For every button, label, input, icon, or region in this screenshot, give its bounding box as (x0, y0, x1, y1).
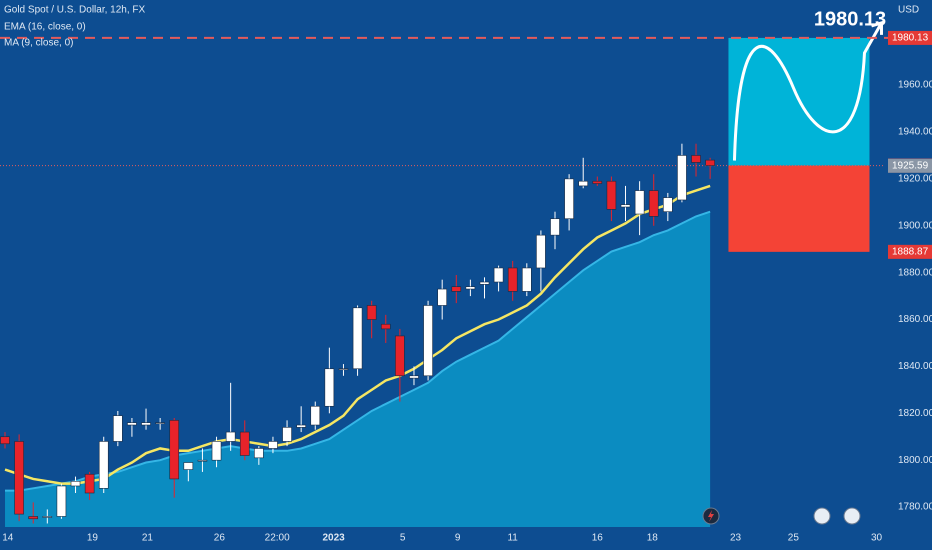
candle-body (536, 234, 546, 269)
price-tag: 1980.13 (892, 33, 929, 44)
stop-zone (728, 165, 870, 252)
y-tick-label: 1880.00 (898, 267, 932, 278)
candle-body (648, 190, 659, 217)
candle-body (437, 288, 447, 306)
indicator-label: EMA (16, close, 0) (4, 22, 86, 33)
candle-body (479, 281, 490, 285)
price-tag: 1925.59 (892, 160, 929, 171)
candle-body (84, 473, 95, 494)
candle-body (663, 197, 673, 212)
candle-body (211, 441, 222, 461)
candle-body (564, 178, 574, 220)
candle-body (56, 485, 67, 517)
candle-body (14, 441, 24, 515)
x-tick-label: 11 (507, 533, 518, 544)
candle-body (0, 436, 10, 445)
candle-body (380, 323, 391, 330)
candle-body (127, 422, 137, 426)
y-tick-label: 1940.00 (898, 127, 932, 138)
candle-body (451, 286, 462, 292)
candle-body (169, 420, 180, 480)
candle-body (98, 441, 109, 489)
candle-body (366, 305, 377, 320)
x-tick-label: 5 (400, 533, 406, 544)
y-tick-label: 1960.00 (898, 80, 932, 91)
candle-body (606, 180, 617, 210)
event-icon[interactable] (843, 507, 861, 525)
candle-body (705, 159, 715, 166)
x-tick-label: 18 (647, 533, 659, 544)
candle-body (352, 307, 363, 370)
y-tick-label: 1900.00 (898, 220, 932, 231)
candle-body (282, 427, 292, 442)
candle-body (691, 155, 701, 163)
price-tag-bg (888, 244, 932, 259)
candle-body (620, 204, 631, 208)
candle-body (592, 180, 603, 184)
candle-body (521, 267, 532, 292)
y-tick-label: 1860.00 (898, 314, 932, 325)
y-tick-label: 1780.00 (898, 502, 932, 513)
target-annotation: 1980.13 (814, 8, 886, 30)
candle-body (197, 459, 208, 462)
y-tick-label: 1800.00 (898, 455, 932, 466)
indicator-label: MA (9, close, 0) (4, 38, 73, 49)
y-tick-label: 1920.00 (898, 174, 932, 185)
x-tick-label: 21 (142, 533, 154, 544)
x-tick-label: 26 (214, 533, 226, 544)
candle-body (296, 424, 306, 428)
x-tick-label: 14 (2, 533, 14, 544)
x-tick-label: 19 (87, 533, 99, 544)
candle-body (324, 368, 335, 407)
chart-title: Gold Spot / U.S. Dollar, 12h, FX (4, 5, 146, 16)
candle-body (42, 516, 53, 518)
x-tick-label: 2023 (322, 533, 345, 544)
ma-line (5, 210, 711, 492)
candle-body (225, 431, 236, 442)
candle-body (677, 155, 687, 201)
candle-body (338, 368, 349, 371)
currency-label: USD (898, 5, 919, 16)
price-tag-bg (888, 158, 932, 173)
candle-body (70, 480, 81, 487)
y-tick-label: 1840.00 (898, 361, 932, 372)
y-tick-label: 1820.00 (898, 408, 932, 419)
price-tag: 1888.87 (892, 246, 929, 257)
candle-body (395, 335, 405, 377)
candle-body (183, 462, 194, 470)
candle-body (239, 431, 250, 456)
x-tick-label: 30 (871, 533, 883, 544)
candle-body (113, 415, 123, 442)
candle-body (507, 267, 518, 292)
candle-body (310, 405, 321, 426)
candle-body (550, 218, 560, 236)
candle-body (493, 267, 504, 283)
candle-body (423, 305, 433, 377)
ma-area (5, 211, 711, 527)
event-icon-bolt (708, 510, 714, 522)
price-tag-bg (888, 30, 932, 45)
candle-body (254, 448, 264, 459)
candle-body (141, 422, 151, 426)
candle-body (578, 180, 589, 187)
event-icon[interactable] (813, 507, 831, 525)
x-tick-label: 22:00 (265, 533, 290, 544)
forecast-curve (732, 22, 883, 161)
x-tick-label: 23 (730, 533, 742, 544)
candle-body (28, 516, 39, 520)
x-tick-label: 25 (788, 533, 800, 544)
candle-body (268, 441, 278, 449)
x-tick-label: 9 (455, 533, 461, 544)
candle-body (409, 375, 419, 379)
forecast-arrowhead (871, 20, 883, 35)
candle-body (634, 190, 645, 215)
ema-line (4, 184, 711, 485)
x-tick-label: 16 (592, 533, 604, 544)
candle-body (155, 422, 165, 424)
candle-body (465, 286, 476, 290)
